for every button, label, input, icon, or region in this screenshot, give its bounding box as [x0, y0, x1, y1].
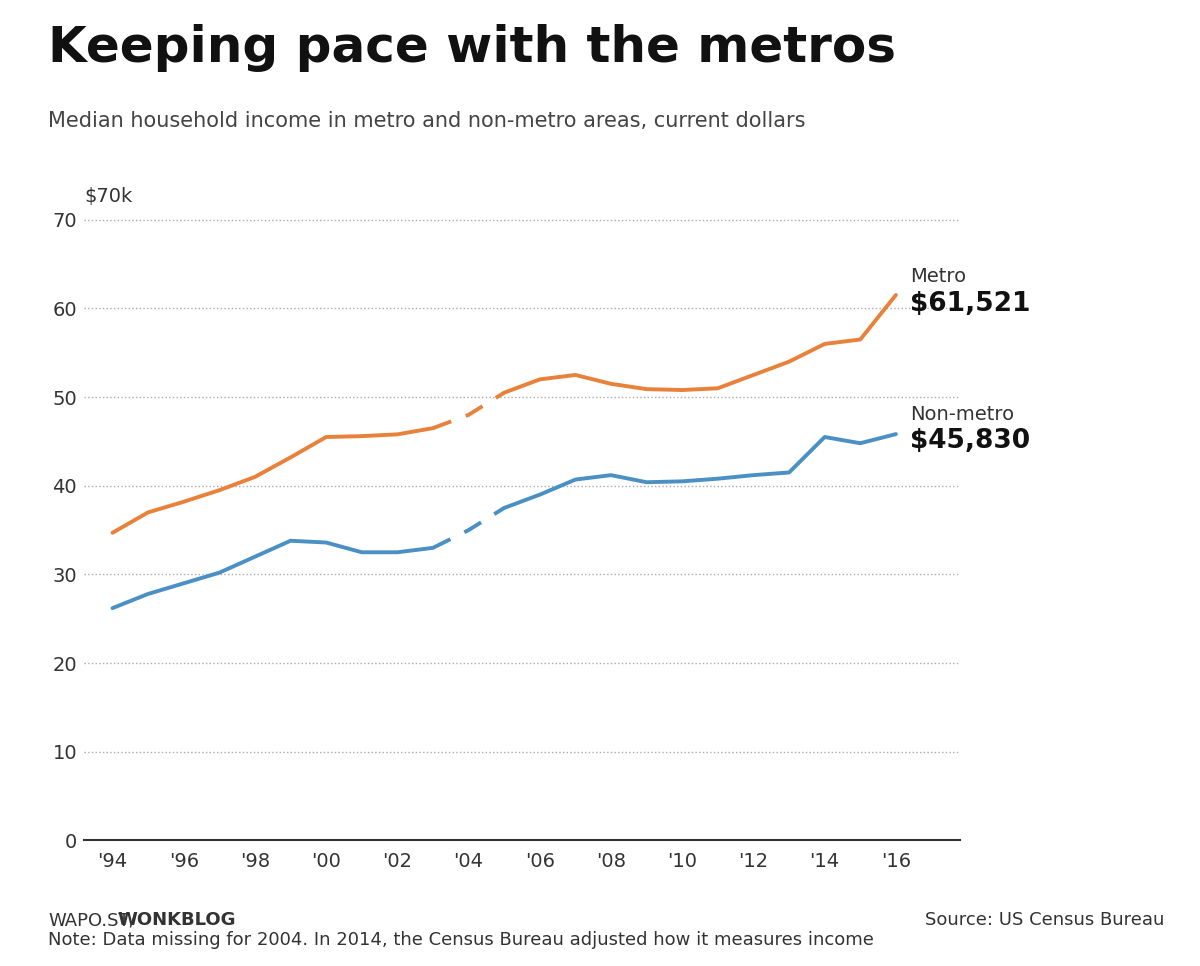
Text: Keeping pace with the metros: Keeping pace with the metros — [48, 24, 896, 72]
Text: WONKBLOG: WONKBLOG — [118, 911, 236, 929]
Text: $61,521: $61,521 — [910, 291, 1031, 317]
Text: Metro: Metro — [910, 268, 966, 286]
Text: Median household income in metro and non-metro areas, current dollars: Median household income in metro and non… — [48, 111, 805, 131]
Text: $45,830: $45,830 — [910, 428, 1031, 454]
Text: $70k: $70k — [84, 187, 132, 207]
Text: Source: US Census Bureau: Source: US Census Bureau — [925, 911, 1164, 929]
Text: WAPO.ST/: WAPO.ST/ — [48, 911, 136, 929]
Text: Note: Data missing for 2004. In 2014, the Census Bureau adjusted how it measures: Note: Data missing for 2004. In 2014, th… — [48, 930, 874, 949]
Text: Non-metro: Non-metro — [910, 405, 1014, 424]
